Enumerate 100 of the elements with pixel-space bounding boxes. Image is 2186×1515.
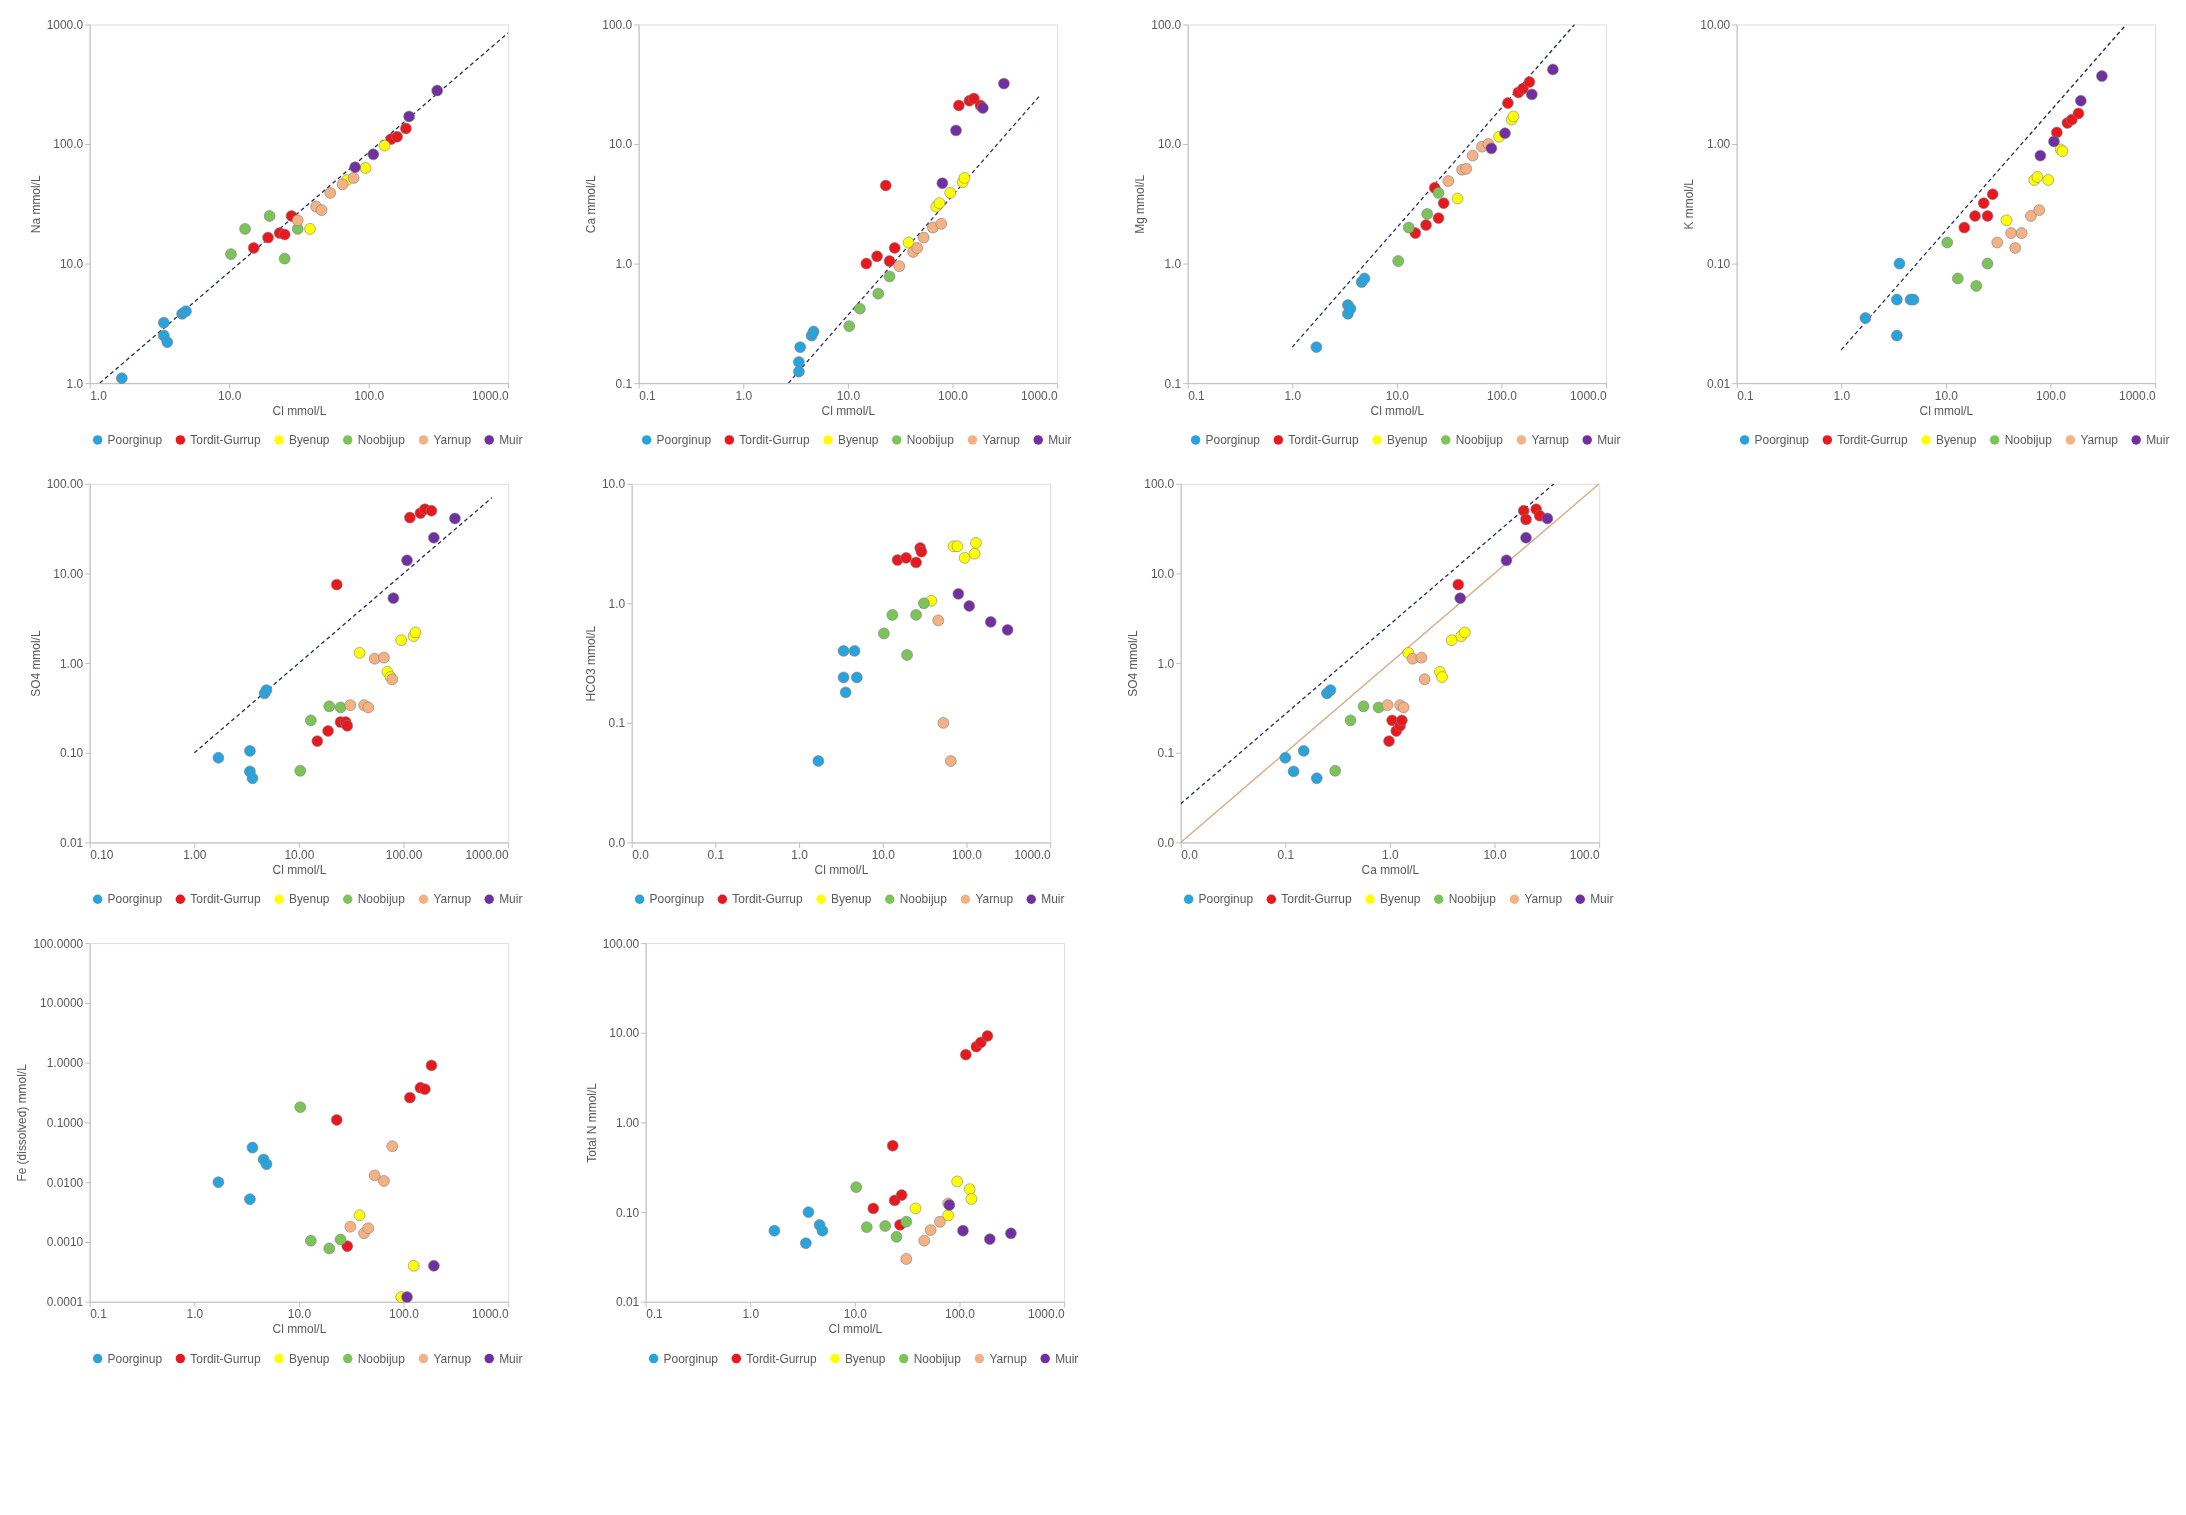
y-tick-label: 0.1 bbox=[615, 376, 633, 391]
x-axis-title: Cl mmol/L bbox=[821, 403, 876, 418]
legend-label: Muir bbox=[1055, 1351, 1079, 1366]
x-tick-label: 1000.0 bbox=[2119, 388, 2156, 403]
x-tick-label: 1000.0 bbox=[1028, 1307, 1065, 1322]
x-tick-label: 0.1 bbox=[1737, 388, 1755, 403]
x-tick-label: 0.10 bbox=[90, 847, 114, 862]
y-tick-label: 0.10 bbox=[1706, 257, 1731, 272]
x-axis-title: Cl mmol/L bbox=[272, 403, 327, 418]
y-tick-label: 100.0 bbox=[602, 17, 633, 32]
x-tick-label: 10.00 bbox=[284, 847, 315, 862]
x-tick-label: 0.1 bbox=[707, 847, 725, 862]
legend-label: Tordit-Gurrup bbox=[1288, 432, 1359, 447]
y-tick-label: 10.0 bbox=[1157, 137, 1182, 152]
x-tick-label: 10.0 bbox=[1934, 388, 1959, 403]
x-tick-label: 100.0 bbox=[952, 847, 983, 862]
y-tick-label: 100.0 bbox=[53, 137, 84, 152]
y-tick-label: 1.00 bbox=[59, 656, 84, 671]
y-tick-label: 0.1000 bbox=[46, 1115, 84, 1130]
legend-label: Poorginup bbox=[1198, 892, 1254, 907]
legend-label: Yarnup bbox=[2080, 432, 2119, 447]
y-tick-label: 0.0 bbox=[608, 835, 626, 850]
y-tick-label: 0.0100 bbox=[46, 1175, 84, 1190]
x-tick-label: 100.0 bbox=[945, 1307, 976, 1322]
legend-label: Yarnup bbox=[1531, 432, 1570, 447]
legend-label: Byenup bbox=[288, 892, 330, 907]
legend-label: Tordit-Gurrup bbox=[739, 432, 810, 447]
y-tick-label: 100.0000 bbox=[33, 936, 84, 951]
y-tick-label: 10.0 bbox=[59, 257, 84, 272]
legend-label: Poorginup bbox=[1754, 432, 1810, 447]
y-tick-label: 10.00 bbox=[53, 566, 84, 581]
legend-label: Noobijup bbox=[1455, 432, 1504, 447]
legend-label: Yarnup bbox=[433, 1351, 472, 1366]
legend-label: Tordit-Gurrup bbox=[1837, 432, 1908, 447]
legend-label: Byenup bbox=[1379, 892, 1421, 907]
legend-label: Tordit-Gurrup bbox=[732, 892, 803, 907]
legend-label: Byenup bbox=[830, 892, 872, 907]
legend-label: Yarnup bbox=[433, 432, 472, 447]
legend-label: Poorginup bbox=[107, 1351, 163, 1366]
x-tick-label: 0.1 bbox=[1188, 388, 1206, 403]
x-tick-label: 100.0 bbox=[938, 388, 969, 403]
x-axis-title: Cl mmol/L bbox=[828, 1322, 883, 1337]
x-tick-label: 1.00 bbox=[183, 847, 207, 862]
x-tick-label: 100.0 bbox=[1569, 847, 1600, 862]
x-tick-label: 1000.00 bbox=[465, 847, 509, 862]
x-tick-label: 1.0 bbox=[186, 1307, 204, 1322]
y-tick-label: 0.10 bbox=[615, 1205, 640, 1220]
legend-label: Tordit-Gurrup bbox=[746, 1351, 817, 1366]
legend-label: Tordit-Gurrup bbox=[190, 432, 261, 447]
legend-label: Byenup bbox=[288, 432, 330, 447]
y-tick-label: 0.0001 bbox=[46, 1295, 84, 1310]
x-tick-label: 10.0 bbox=[871, 847, 896, 862]
y-tick-label: 0.10 bbox=[59, 746, 84, 761]
legend-label: Yarnup bbox=[433, 892, 472, 907]
x-tick-label: 1.0 bbox=[1382, 847, 1400, 862]
y-tick-label: 100.0 bbox=[1151, 17, 1182, 32]
y-tick-label: 10.0 bbox=[1150, 566, 1175, 581]
legend-label: Yarnup bbox=[982, 432, 1021, 447]
legend-label: Byenup bbox=[288, 1351, 330, 1366]
legend-label: Muir bbox=[499, 892, 523, 907]
y-tick-label: 100.00 bbox=[46, 477, 84, 492]
y-axis-title: Na mmol/L bbox=[28, 175, 43, 234]
legend-label: Noobijup bbox=[1448, 892, 1497, 907]
legend-label: Noobijup bbox=[2004, 432, 2053, 447]
legend-label: Muir bbox=[1041, 892, 1065, 907]
x-tick-label: 1.0 bbox=[1833, 388, 1851, 403]
legend-label: Byenup bbox=[1386, 432, 1428, 447]
legend-label: Yarnup bbox=[1524, 892, 1563, 907]
x-tick-label: 10.0 bbox=[218, 388, 242, 403]
legend-label: Tordit-Gurrup bbox=[190, 1351, 261, 1366]
y-axis-title: K mmol/L bbox=[1682, 178, 1697, 230]
y-tick-label: 1000.0 bbox=[46, 17, 84, 32]
y-tick-label: 0.0 bbox=[1157, 835, 1175, 850]
x-axis-title: Cl mmol/L bbox=[272, 862, 327, 877]
legend-label: Muir bbox=[1597, 432, 1621, 447]
x-tick-label: 10.0 bbox=[1483, 847, 1508, 862]
y-tick-label: 1.00 bbox=[1706, 137, 1731, 152]
y-tick-label: 0.1 bbox=[608, 716, 626, 731]
x-tick-label: 100.0 bbox=[354, 388, 385, 403]
y-tick-label: 0.01 bbox=[1706, 376, 1731, 391]
legend-label: Noobijup bbox=[906, 432, 955, 447]
x-tick-label: 1000.0 bbox=[472, 1307, 509, 1322]
legend-label: Yarnup bbox=[975, 892, 1014, 907]
x-axis-title: Cl mmol/L bbox=[1919, 403, 1974, 418]
y-tick-label: 10.00 bbox=[1700, 17, 1731, 32]
x-tick-label: 1000.0 bbox=[1014, 847, 1052, 862]
legend-label: Muir bbox=[499, 432, 523, 447]
x-tick-label: 1.0 bbox=[735, 388, 753, 403]
x-tick-label: 0.1 bbox=[646, 1307, 664, 1322]
legend-label: Muir bbox=[1590, 892, 1614, 907]
y-axis-title: HCO3 mmol/L bbox=[583, 625, 598, 702]
legend-label: Tordit-Gurrup bbox=[1281, 892, 1352, 907]
y-axis-title: SO4 mmol/L bbox=[28, 630, 43, 697]
x-axis-title: Cl mmol/L bbox=[272, 1322, 327, 1337]
legend-label: Poorginup bbox=[1205, 432, 1261, 447]
y-tick-label: 0.1 bbox=[1164, 376, 1182, 391]
legend-label: Yarnup bbox=[989, 1351, 1028, 1366]
legend-label: Poorginup bbox=[656, 432, 712, 447]
y-tick-label: 0.01 bbox=[615, 1295, 640, 1310]
y-tick-label: 1.0000 bbox=[46, 1056, 84, 1071]
